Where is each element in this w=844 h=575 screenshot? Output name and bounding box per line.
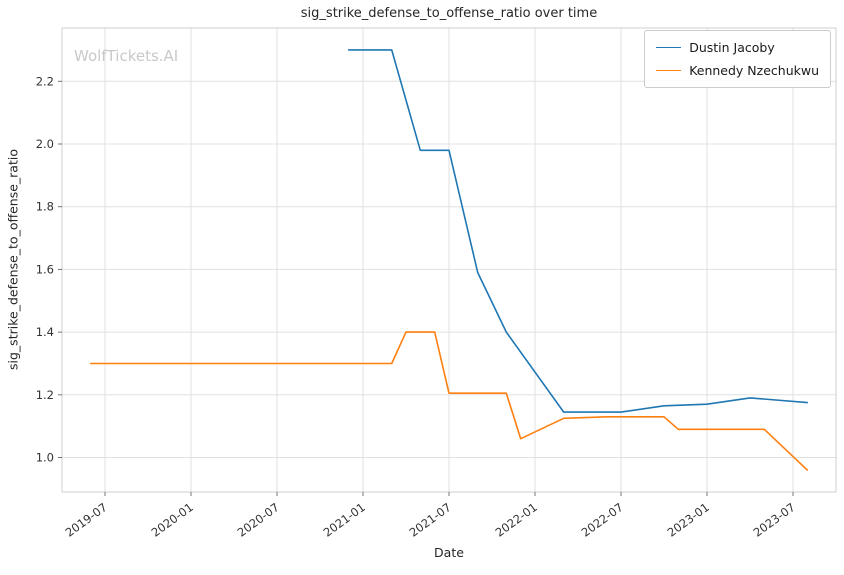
- legend-entry: Dustin Jacoby: [656, 40, 819, 55]
- legend-label: Dustin Jacoby: [689, 40, 775, 55]
- svg-text:2022-01: 2022-01: [493, 500, 540, 540]
- svg-text:1.2: 1.2: [36, 388, 54, 402]
- svg-text:2.0: 2.0: [36, 137, 54, 151]
- svg-text:2021-07: 2021-07: [407, 500, 454, 540]
- svg-text:2021-01: 2021-01: [321, 500, 368, 540]
- svg-text:2019-07: 2019-07: [63, 500, 110, 540]
- legend-line-swatch: [656, 70, 682, 71]
- legend-line-swatch: [656, 47, 682, 48]
- watermark: WolfTickets.AI: [74, 47, 179, 65]
- legend-label: Kennedy Nzechukwu: [689, 63, 819, 78]
- svg-text:2020-01: 2020-01: [149, 500, 196, 540]
- x-axis-label: Date: [434, 545, 464, 560]
- svg-text:1.8: 1.8: [36, 200, 54, 214]
- y-axis-label: sig_strike_defense_to_offense_ratio: [5, 149, 21, 370]
- chart-title: sig_strike_defense_to_offense_ratio over…: [300, 6, 598, 21]
- svg-text:2020-07: 2020-07: [235, 500, 282, 540]
- legend-entry: Kennedy Nzechukwu: [656, 63, 819, 78]
- legend: Dustin Jacoby Kennedy Nzechukwu: [644, 30, 831, 88]
- svg-text:2023-07: 2023-07: [751, 500, 798, 540]
- svg-text:2022-07: 2022-07: [579, 500, 626, 540]
- svg-text:2.2: 2.2: [36, 74, 54, 88]
- svg-text:1.6: 1.6: [36, 262, 54, 276]
- svg-text:1.4: 1.4: [36, 325, 54, 339]
- svg-text:1.0: 1.0: [36, 451, 54, 465]
- svg-text:2023-01: 2023-01: [665, 500, 712, 540]
